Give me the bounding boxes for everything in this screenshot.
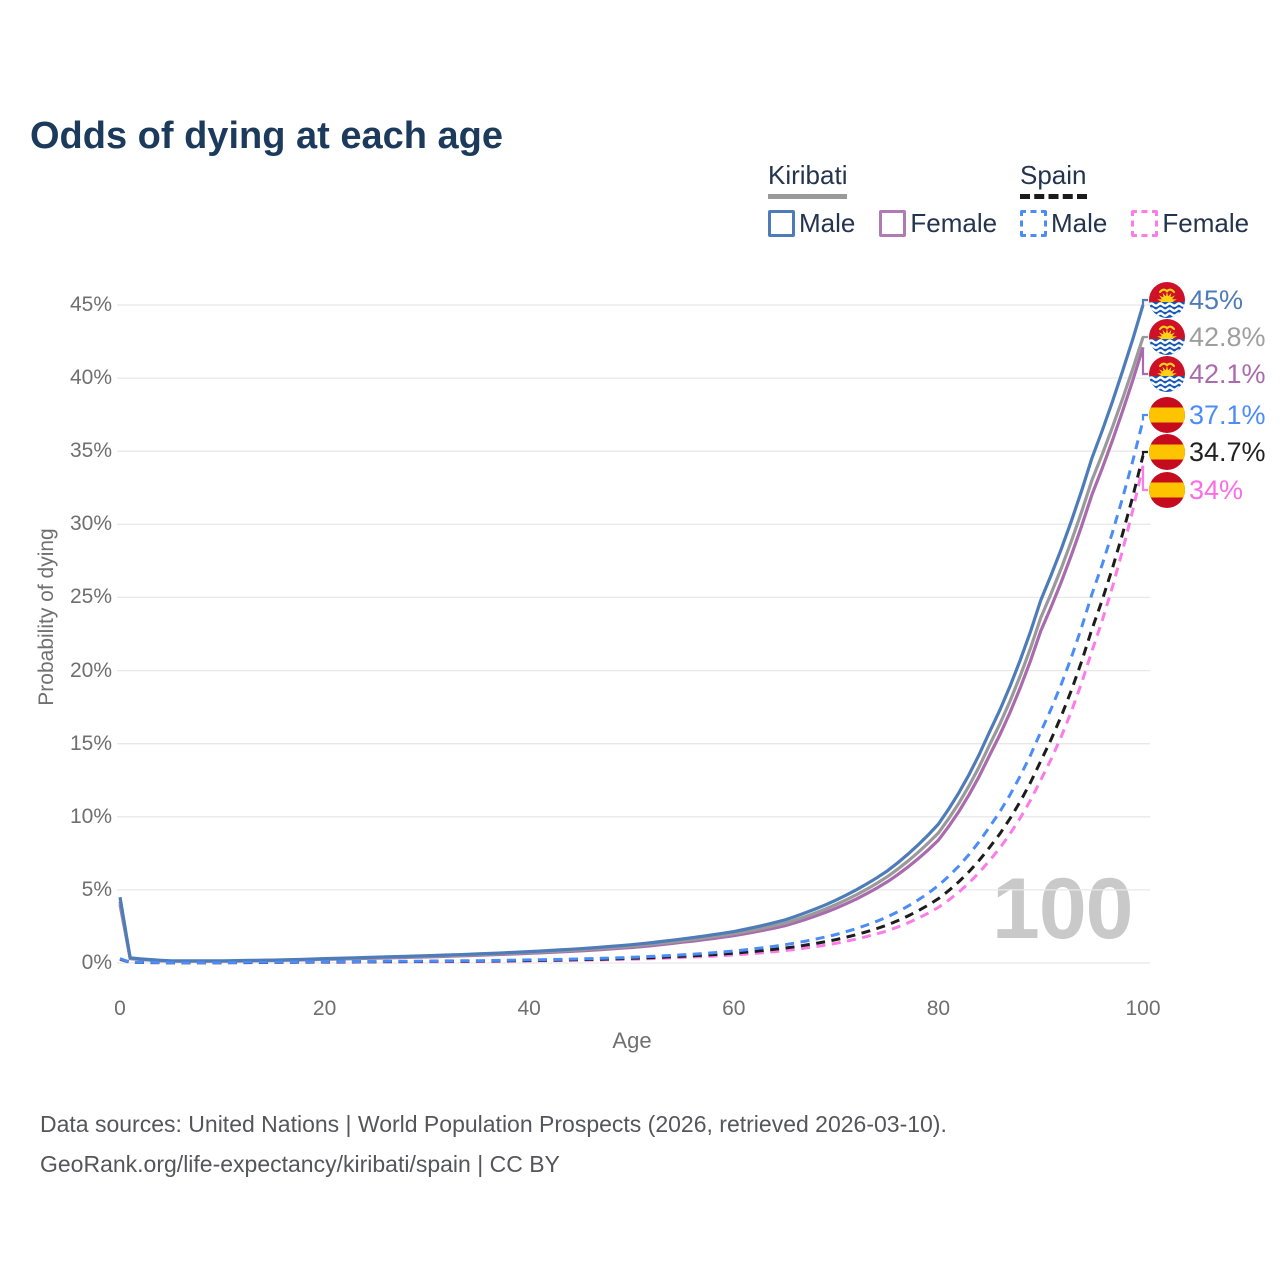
end-value-label: 37.1% <box>1189 400 1266 430</box>
kiribati-male-swatch-icon[interactable] <box>768 210 795 237</box>
series-line-spain-female <box>119 465 1145 965</box>
y-tick-label: 5% <box>81 877 112 901</box>
kiribati-flag-icon <box>1149 319 1185 355</box>
kiribati-female-swatch-icon[interactable] <box>879 210 907 237</box>
footer-sources: Data sources: United Nations | World Pop… <box>40 1111 947 1137</box>
legend-country-kiribati[interactable]: Kiribati <box>768 160 848 199</box>
end-value-label: 45% <box>1189 285 1244 315</box>
spain-flag-icon <box>1149 434 1185 470</box>
footer: Data sources: United Nations | World Pop… <box>40 1104 947 1184</box>
end-label-connector <box>1141 347 1148 376</box>
y-tick-label: 25% <box>69 585 112 609</box>
end-value-label: 42.1% <box>1189 359 1266 389</box>
spain-male-legend-label: Male <box>1051 208 1108 238</box>
kiribati-female-legend-label: Female <box>910 208 998 238</box>
page-title: Odds of dying at each age <box>30 115 503 158</box>
legend-row-spain: Male Female <box>1020 208 1249 239</box>
y-tick-label: 0% <box>81 951 112 974</box>
series-line-spain-male <box>119 420 1145 965</box>
legend-group-kiribati: Kiribati Male Female <box>768 160 997 239</box>
end-label-connector <box>1141 465 1148 492</box>
end-value-label: 42.8% <box>1189 322 1266 352</box>
x-tick-label: 0 <box>114 997 126 1020</box>
y-tick-label: 20% <box>69 658 112 682</box>
y-tick-label: 45% <box>69 293 112 316</box>
end-label-connector <box>1141 450 1148 456</box>
kiribati-flag-icon <box>1149 282 1185 318</box>
y-tick-label: 35% <box>69 439 112 463</box>
spain-flag-icon <box>1149 397 1185 433</box>
spain-male-swatch-icon[interactable] <box>1020 210 1047 237</box>
series-line-kiribati-both-sexes <box>118 336 1145 963</box>
x-tick-label: 100 <box>1125 997 1161 1020</box>
x-tick-label: 60 <box>722 997 746 1020</box>
x-tick-label: 80 <box>926 997 951 1020</box>
y-tick-label: 15% <box>69 731 112 755</box>
end-label-connector <box>1141 298 1148 305</box>
y-tick-label: 10% <box>69 804 112 828</box>
x-tick-label: 20 <box>312 997 337 1020</box>
legend-group-spain: Spain Male Female <box>1020 160 1249 239</box>
x-axis-label: Age <box>612 1028 652 1053</box>
footer-attribution: GeoRank.org/life-expectancy/kiribati/spa… <box>40 1151 560 1177</box>
spain-flag-icon <box>1149 472 1185 508</box>
age-cursor-watermark: 100 <box>992 861 1133 957</box>
y-tick-label: 30% <box>69 512 112 536</box>
kiribati-male-legend-label: Male <box>799 208 856 238</box>
series-line-spain-both-sexes <box>119 455 1145 965</box>
spain-female-legend-label: Female <box>1162 208 1250 238</box>
x-tick-label: 40 <box>517 997 541 1020</box>
y-tick-label: 40% <box>69 366 112 390</box>
end-value-label: 34% <box>1189 475 1244 505</box>
legend-country-spain[interactable]: Spain <box>1020 160 1087 199</box>
spain-female-swatch-icon[interactable] <box>1131 210 1159 237</box>
end-label-connector <box>1141 413 1148 421</box>
series-line-kiribati-female <box>118 346 1145 963</box>
legend-row-kiribati: Male Female <box>768 208 997 239</box>
series-line-kiribati-male <box>118 304 1145 963</box>
kiribati-flag-icon <box>1149 356 1185 392</box>
end-value-label: 34.7% <box>1189 437 1266 467</box>
